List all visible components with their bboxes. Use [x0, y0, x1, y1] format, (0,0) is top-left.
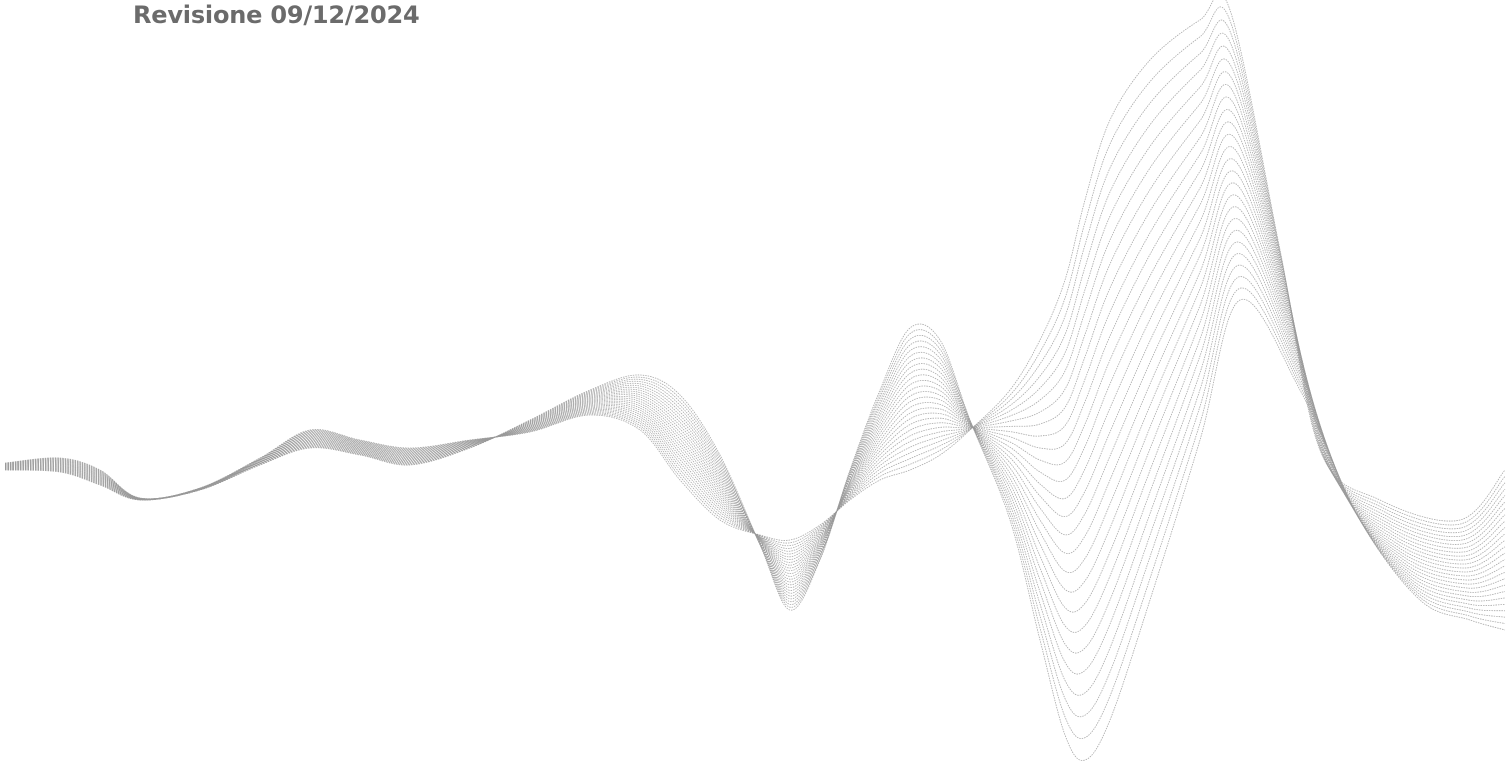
wave-line	[4, 96, 1506, 563]
wave-line	[4, 229, 1506, 633]
wave-line	[4, 146, 1506, 575]
wave-line	[4, 287, 1506, 739]
wave-line	[4, 32, 1506, 549]
wave-line	[4, 134, 1506, 572]
wave-line	[4, 170, 1506, 580]
wave-line	[4, 206, 1506, 593]
wave-line	[4, 83, 1506, 561]
wave-line	[4, 58, 1506, 555]
wave-line	[4, 45, 1506, 552]
wave-line	[4, 264, 1506, 696]
wave-line	[4, 6, 1506, 544]
revision-date: Revisione 09/12/2024	[133, 1, 420, 29]
wave-line	[4, 19, 1506, 547]
wave-line	[4, 121, 1506, 569]
wave-line	[4, 109, 1506, 566]
wave-lines-group	[4, 0, 1506, 761]
wave-line	[4, 298, 1506, 761]
wave-line	[4, 158, 1506, 577]
wave-line	[4, 182, 1506, 583]
wave-line	[4, 241, 1506, 654]
wave-line	[4, 71, 1506, 558]
wave-line	[4, 0, 1506, 541]
wave-line	[4, 194, 1506, 586]
wave-line	[4, 218, 1506, 613]
wave-line	[4, 253, 1506, 675]
wave-line	[4, 276, 1506, 718]
